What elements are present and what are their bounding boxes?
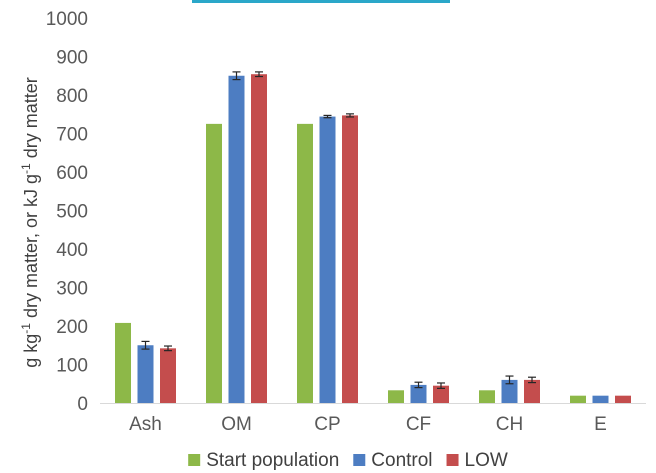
x-tick-label: CF bbox=[406, 414, 431, 435]
legend-swatch bbox=[446, 454, 459, 466]
y-tick-label: 700 bbox=[56, 125, 88, 146]
y-tick-label: 400 bbox=[56, 240, 88, 261]
legend-swatch bbox=[353, 454, 366, 466]
bar-control-om bbox=[228, 75, 245, 403]
bar-start-population-ch bbox=[479, 390, 495, 403]
bar-start-population-cf bbox=[388, 390, 404, 403]
y-tick-label: 300 bbox=[56, 279, 88, 300]
error-bar bbox=[505, 375, 514, 385]
error-bars bbox=[141, 71, 536, 389]
x-tick-label: E bbox=[594, 414, 607, 435]
error-bar bbox=[255, 71, 263, 78]
bar-control-cf bbox=[410, 384, 427, 403]
legend-swatch bbox=[188, 454, 201, 466]
error-bar bbox=[232, 71, 241, 81]
x-axis-tick-labels: Ash OM CP CF CH E bbox=[129, 414, 607, 435]
y-axis-label: g kg-1 dry matter, or kJ g-1 dry matter bbox=[19, 77, 41, 367]
bar-start-population-cp bbox=[297, 123, 313, 403]
bar-control-ch bbox=[501, 379, 518, 403]
bar-low-cf bbox=[433, 385, 449, 403]
bar-control-e bbox=[592, 395, 609, 403]
y-axis-title: g kg-1 dry matter, or kJ g-1 dry matter bbox=[19, 77, 41, 367]
bar-control-ash bbox=[137, 345, 154, 403]
y-tick-label: 1000 bbox=[46, 9, 88, 30]
bar-low-ch bbox=[524, 379, 540, 403]
bar-low-cp bbox=[342, 115, 358, 403]
x-tick-label: CH bbox=[496, 414, 523, 435]
y-tick-label: 900 bbox=[56, 48, 88, 69]
x-tick-label: CP bbox=[314, 414, 340, 435]
bar-low-ash bbox=[160, 348, 176, 403]
error-bar bbox=[164, 345, 172, 352]
bar-start-population-om bbox=[206, 123, 222, 403]
bars bbox=[115, 74, 631, 404]
error-bar bbox=[528, 376, 536, 384]
y-axis-tick-labels: 0 100 200 300 400 500 600 700 800 900 1000 bbox=[46, 9, 88, 415]
bar-start-population-ash bbox=[115, 322, 131, 403]
x-tick-label: OM bbox=[221, 414, 252, 435]
x-tick-label: Ash bbox=[129, 414, 162, 435]
error-bar bbox=[141, 340, 150, 350]
error-bar bbox=[346, 113, 354, 118]
y-tick-label: 100 bbox=[56, 356, 88, 377]
y-tick-label: 0 bbox=[77, 394, 88, 415]
legend-label: Start population bbox=[206, 450, 339, 471]
y-tick-label: 800 bbox=[56, 86, 88, 107]
legend: Start population Control LOW bbox=[188, 450, 508, 471]
error-bar bbox=[437, 382, 445, 389]
bar-control-cp bbox=[319, 116, 336, 403]
legend-label: Control bbox=[371, 450, 432, 471]
error-bar bbox=[323, 114, 332, 119]
y-tick-label: 200 bbox=[56, 317, 88, 338]
bar-low-e bbox=[615, 395, 631, 403]
y-tick-label: 600 bbox=[56, 163, 88, 184]
error-bar bbox=[414, 381, 423, 389]
y-tick-label: 500 bbox=[56, 202, 88, 223]
bar-low-om bbox=[251, 74, 267, 404]
bar-start-population-e bbox=[570, 395, 586, 403]
legend-label: LOW bbox=[465, 450, 508, 471]
